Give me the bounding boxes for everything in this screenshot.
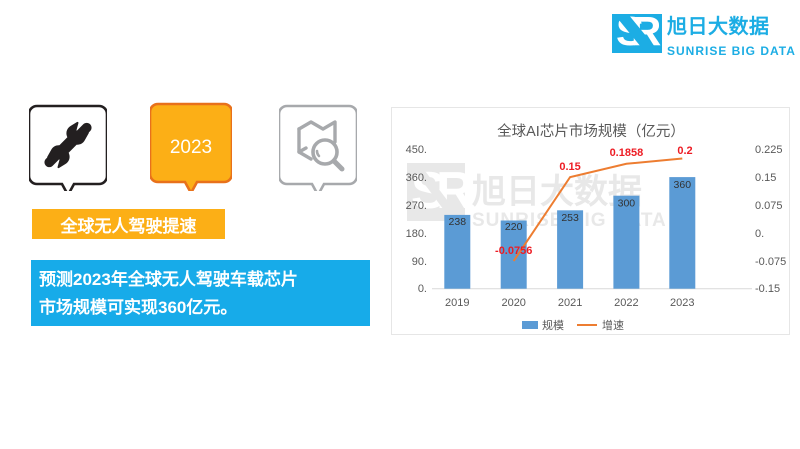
svg-text:238: 238 <box>449 216 467 228</box>
svg-text:270.: 270. <box>406 200 427 212</box>
svg-text:2020: 2020 <box>501 297 525 309</box>
svg-text:2023: 2023 <box>670 297 694 309</box>
svg-text:0.075: 0.075 <box>755 200 783 212</box>
svg-text:220: 220 <box>505 221 523 233</box>
svg-text:0.: 0. <box>418 283 427 295</box>
svg-text:-0.15: -0.15 <box>755 283 780 295</box>
svg-text:360.: 360. <box>406 172 427 184</box>
svg-text:2021: 2021 <box>558 297 582 309</box>
svg-text:-0.0756: -0.0756 <box>495 245 532 257</box>
svg-text:0.15: 0.15 <box>559 161 580 173</box>
svg-text:2019: 2019 <box>445 297 469 309</box>
svg-text:0.: 0. <box>755 228 764 240</box>
svg-text:2023: 2023 <box>170 137 212 158</box>
svg-text:450.: 450. <box>406 144 427 156</box>
svg-text:0.2: 0.2 <box>677 145 692 157</box>
svg-text:0.1858: 0.1858 <box>610 147 644 159</box>
svg-text:360: 360 <box>674 179 692 191</box>
svg-text:增速: 增速 <box>602 318 624 332</box>
svg-text:180.: 180. <box>406 228 427 240</box>
svg-text:全球AI芯片市场规模（亿元）: 全球AI芯片市场规模（亿元） <box>497 122 685 140</box>
svg-text:0.15: 0.15 <box>755 172 776 184</box>
svg-text:300: 300 <box>618 198 636 210</box>
svg-text:规模: 规模 <box>542 318 564 332</box>
svg-text:253: 253 <box>561 212 579 224</box>
svg-text:0.225: 0.225 <box>755 144 783 156</box>
svg-text:90.: 90. <box>412 256 427 268</box>
svg-text:2022: 2022 <box>614 297 638 309</box>
svg-text:-0.075: -0.075 <box>755 256 786 268</box>
